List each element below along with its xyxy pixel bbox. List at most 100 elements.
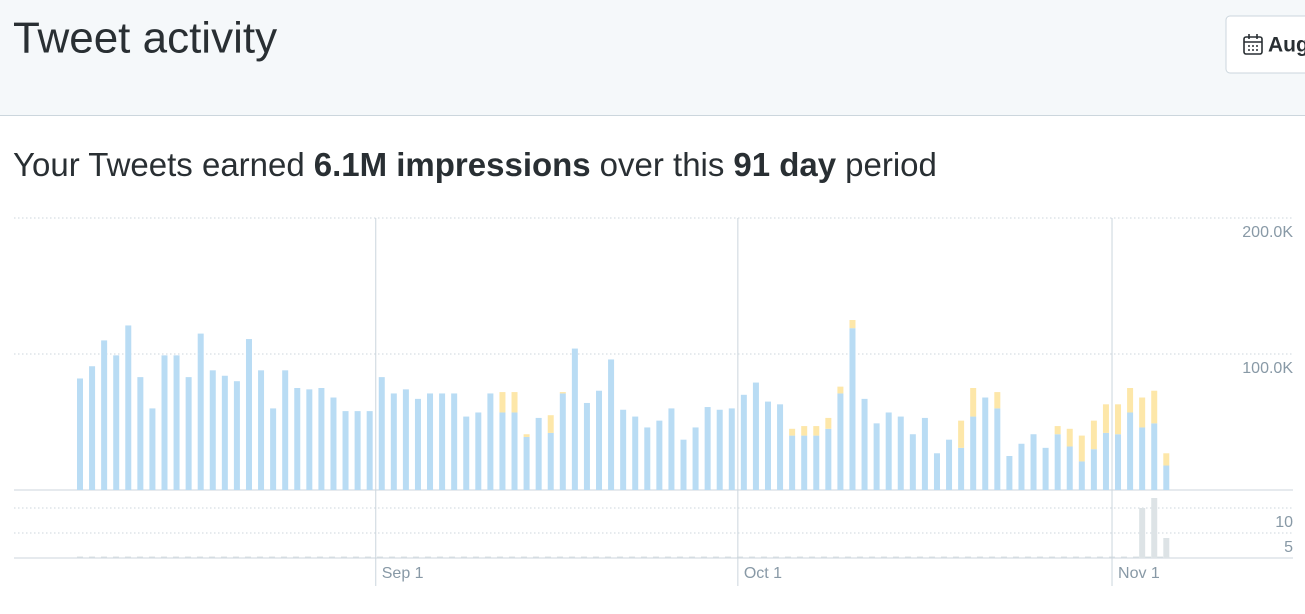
bar-segment xyxy=(390,393,397,490)
bar-segment xyxy=(680,439,687,490)
bar-segment xyxy=(632,416,639,490)
bar-segment xyxy=(873,423,880,490)
x-tick-label: Sep 1 xyxy=(382,565,424,582)
bar-segment xyxy=(1127,388,1134,413)
bar-segment xyxy=(849,328,856,490)
bar-segment xyxy=(861,398,868,490)
bar-segment xyxy=(1139,427,1146,490)
bar-segment xyxy=(402,389,409,490)
bar xyxy=(1139,508,1146,558)
summary-text: period xyxy=(845,146,937,183)
bar-segment xyxy=(777,404,784,490)
summary: Your Tweets earned 6.1M impressions over t… xyxy=(13,146,937,183)
bar-segment xyxy=(692,427,699,490)
bar-segment xyxy=(596,390,603,490)
bar-segment xyxy=(1163,465,1170,490)
bar-segment xyxy=(378,377,385,490)
y-tick-label: 200.0K xyxy=(1242,224,1293,241)
bar-segment xyxy=(789,428,796,436)
bar-segment xyxy=(825,428,832,490)
date-button[interactable]: Aug xyxy=(1225,15,1305,74)
bar-segment xyxy=(221,375,228,490)
bar-segment xyxy=(77,378,83,490)
bar-segment xyxy=(1042,447,1049,490)
bar-segment xyxy=(113,355,120,490)
bar-segment xyxy=(921,417,928,490)
bar-segment xyxy=(282,370,289,490)
bar-segment xyxy=(101,340,108,490)
bar-segment xyxy=(366,411,373,490)
bar-segment xyxy=(813,426,820,436)
date-button-frame[interactable] xyxy=(1225,15,1305,74)
bar-segment xyxy=(752,382,759,490)
bar-segment xyxy=(1066,446,1073,490)
bar-segment xyxy=(294,388,301,490)
bar-segment xyxy=(583,402,590,490)
bar-segment xyxy=(1163,453,1170,466)
bar-segment xyxy=(789,435,796,490)
bar-segment xyxy=(958,420,965,448)
bar-segment xyxy=(801,435,808,490)
bar-segment xyxy=(185,377,192,490)
x-tick-label: Oct 1 xyxy=(744,565,782,582)
bar-segment xyxy=(909,434,916,490)
header-bg xyxy=(0,0,1305,115)
bar-segment xyxy=(511,412,518,490)
bar-segment xyxy=(547,432,554,490)
summary-impressions: 6.1M impressions xyxy=(314,146,591,183)
bar-segment xyxy=(668,408,675,490)
bar xyxy=(1163,538,1170,558)
bar-segment xyxy=(849,320,856,329)
bar-segment xyxy=(451,393,458,490)
bar-segment xyxy=(1151,390,1158,424)
bar-segment xyxy=(427,393,434,490)
bar-segment xyxy=(1102,432,1109,490)
bar-segment xyxy=(149,408,156,490)
bar-segment xyxy=(1090,420,1097,450)
bar-segment xyxy=(608,359,615,490)
bar-segment xyxy=(1054,426,1061,435)
bar-segment xyxy=(1127,412,1134,490)
bar-segment xyxy=(571,348,578,490)
bar-segment xyxy=(897,416,904,490)
calendar-icon xyxy=(1243,34,1263,55)
bar-segment xyxy=(1030,434,1037,490)
y-tick-label: 10 xyxy=(1275,514,1293,531)
bar-segment xyxy=(1090,449,1097,490)
bar-segment xyxy=(764,401,771,490)
bar-segment xyxy=(933,453,940,490)
bar-segment xyxy=(523,434,530,437)
bar-segment xyxy=(487,393,494,490)
bar-segment xyxy=(656,420,663,490)
bar-segment xyxy=(89,366,96,490)
bar-segment xyxy=(258,370,265,490)
bar-segment xyxy=(559,393,566,490)
bar-segment xyxy=(318,388,325,490)
bar-segment xyxy=(414,398,421,490)
bar-segment xyxy=(716,409,723,490)
bar-segment xyxy=(970,388,977,417)
bar-segment xyxy=(475,412,482,490)
bar-segment xyxy=(644,427,651,490)
bar-segment xyxy=(1139,397,1146,428)
bar-segment xyxy=(813,435,820,490)
bar-segment xyxy=(982,397,989,490)
bar-segment xyxy=(885,412,892,490)
bar-segment xyxy=(547,415,554,433)
date-button-label[interactable]: Aug xyxy=(1268,34,1305,57)
summary-text: over this xyxy=(600,146,725,183)
summary-period: 91 day xyxy=(733,146,836,183)
bar-segment xyxy=(994,392,1001,409)
bar-segment xyxy=(1078,435,1085,462)
bar-segment xyxy=(499,412,506,490)
bar-segment xyxy=(1078,461,1085,490)
bar-segment xyxy=(1066,428,1073,447)
bar-segment xyxy=(559,392,566,394)
bar-segment xyxy=(837,393,844,490)
bar-segment xyxy=(161,355,168,490)
bar-segment xyxy=(1102,404,1109,433)
bar-segment xyxy=(958,447,965,490)
bar-segment xyxy=(704,407,711,490)
